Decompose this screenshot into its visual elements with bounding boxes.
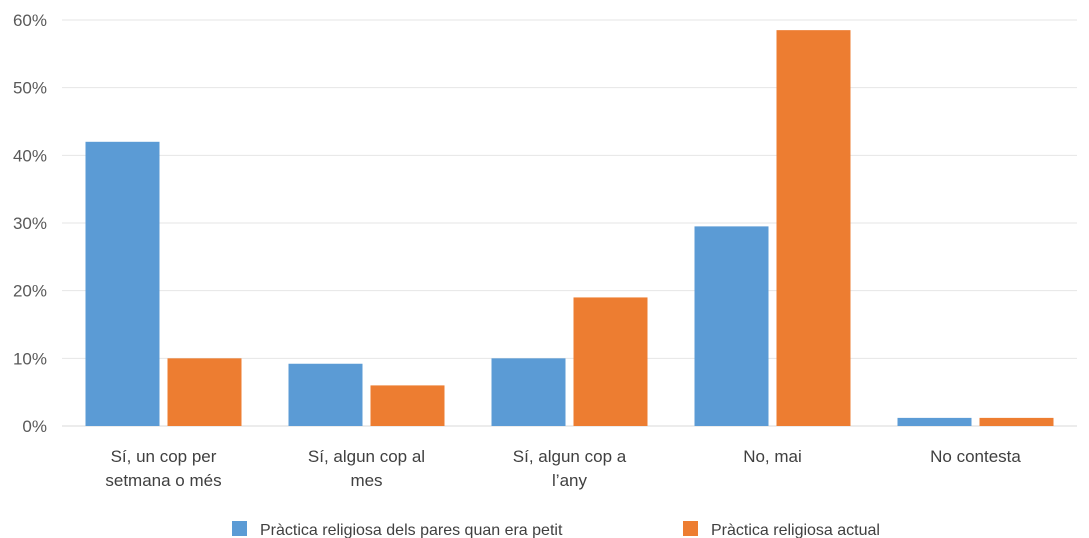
x-category-label: Sí, algun cop al [308, 447, 425, 466]
x-category-label: No contesta [930, 447, 1021, 466]
x-category-label: l’any [552, 471, 587, 490]
bar-current [979, 417, 1054, 426]
bar-current [167, 358, 242, 426]
y-tick-label: 10% [13, 349, 47, 368]
y-tick-label: 50% [13, 79, 47, 98]
y-tick-label: 20% [13, 282, 47, 301]
y-tick-label: 0% [22, 417, 47, 436]
bar-parents [694, 226, 769, 426]
y-tick-label: 40% [13, 146, 47, 165]
bar-parents [288, 363, 363, 426]
bar-parents [491, 358, 566, 426]
bar-current [776, 30, 851, 427]
x-category-label: Sí, algun cop a [513, 447, 627, 466]
bar-parents [897, 417, 972, 426]
legend-swatch [232, 521, 247, 536]
bar-parents [85, 141, 160, 427]
y-tick-label: 30% [13, 214, 47, 233]
legend-label: Pràctica religiosa dels pares quan era p… [260, 522, 563, 538]
legend-swatch [683, 521, 698, 536]
x-category-label: Sí, un cop per [111, 447, 217, 466]
bar-current [573, 297, 648, 426]
y-tick-label: 60% [13, 11, 47, 30]
legend-label: Pràctica religiosa actual [711, 522, 880, 538]
x-category-label: No, mai [743, 447, 802, 466]
x-category-label: mes [350, 471, 382, 490]
bar-current [370, 385, 445, 426]
x-category-label: setmana o més [105, 471, 221, 490]
